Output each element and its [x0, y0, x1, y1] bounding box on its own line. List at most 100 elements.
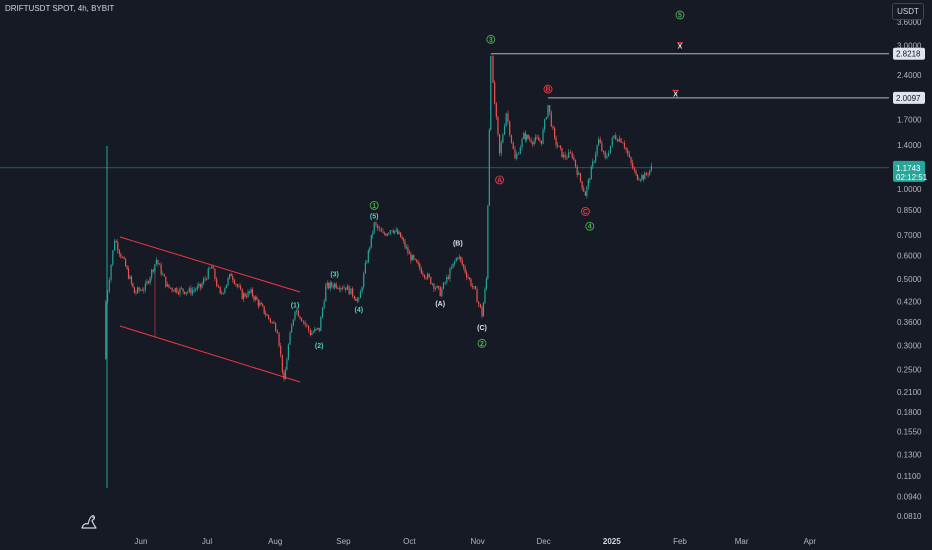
candle-body	[650, 165, 652, 171]
candle-body	[428, 274, 430, 277]
candle-body	[265, 313, 267, 315]
candle-body	[133, 287, 135, 294]
x-tick-label: Mar	[735, 537, 749, 546]
candle-body	[125, 258, 127, 267]
candle-body	[392, 230, 394, 233]
candle-body	[202, 279, 205, 284]
candle-body	[204, 278, 206, 280]
candle-body	[536, 137, 538, 139]
tradingview-logo-icon[interactable]	[80, 512, 98, 530]
candle-body	[108, 279, 110, 292]
candle-body	[405, 247, 408, 249]
candle-body	[366, 262, 368, 264]
chart-drawings	[0, 53, 889, 488]
symbol-title: DRIFTUSDT SPOT, 4h, BYBIT	[5, 4, 115, 13]
candle-body	[467, 277, 469, 278]
candle-body	[416, 259, 418, 263]
candle-body	[165, 276, 167, 287]
time-axis[interactable]: Jun Jul Aug Sep Oct Nov Dec 2025 Feb Mar Apr	[135, 537, 817, 546]
candle-body	[401, 237, 403, 240]
candle-body	[608, 153, 610, 157]
candle-body	[454, 261, 456, 264]
candle-series	[105, 54, 652, 382]
candle-body	[144, 283, 146, 290]
candle-body	[343, 287, 345, 289]
candle-body	[171, 287, 173, 291]
wave-label: (1)	[291, 302, 300, 309]
candle-body	[230, 273, 232, 277]
candle-body	[627, 149, 629, 155]
candle-body	[227, 278, 229, 285]
x-tick-label: Jul	[202, 537, 212, 546]
price-level-tag	[893, 91, 925, 104]
candle-body	[301, 318, 303, 322]
candle-body	[168, 284, 170, 288]
candle-body	[325, 285, 327, 302]
y-tick-label: 0.1100	[897, 472, 921, 481]
wave-label: 3	[489, 37, 493, 44]
candle-body	[346, 285, 348, 290]
wave-label-circle	[495, 175, 505, 185]
candle-body	[593, 161, 595, 162]
x-tick-label: Apr	[804, 537, 817, 546]
candle-body	[266, 314, 268, 316]
candle-body	[598, 139, 600, 146]
price-level-label: 2.0097	[896, 94, 921, 103]
currency-button[interactable]: USDT	[892, 3, 924, 20]
candle-body	[521, 138, 523, 148]
wave-label-circle	[477, 338, 487, 348]
candle-body	[436, 285, 438, 288]
candle-body	[592, 161, 594, 167]
candle-body	[162, 274, 164, 275]
candle-body	[244, 293, 246, 297]
candle-body	[395, 229, 397, 231]
candle-body	[158, 263, 161, 265]
candle-body	[240, 286, 242, 290]
candle-body	[160, 264, 162, 275]
candle-body	[499, 134, 501, 154]
candle-body	[529, 138, 531, 140]
candle-body	[199, 283, 201, 288]
price-level-tag	[893, 47, 925, 60]
candle-body	[280, 345, 282, 355]
candle-body	[645, 173, 648, 175]
y-tick-label: 0.8500	[897, 206, 922, 215]
candle-body	[151, 269, 153, 278]
candle-body	[191, 290, 194, 294]
candle-body	[433, 283, 435, 289]
candle-body	[474, 286, 476, 290]
candle-body	[341, 287, 344, 289]
candle-body	[233, 279, 235, 284]
candle-body	[276, 330, 278, 334]
candle-body	[649, 170, 651, 175]
countdown-label: 02:12:51	[896, 173, 928, 182]
candle-body	[251, 289, 254, 297]
candle-body	[198, 283, 200, 287]
candle-body	[439, 287, 441, 297]
candle-body	[378, 228, 381, 230]
candle-body	[615, 135, 617, 140]
candle-body	[562, 154, 564, 158]
candle-body	[644, 173, 646, 180]
candle-body	[254, 296, 256, 300]
candle-body	[271, 321, 273, 323]
price-axis[interactable]: 3.6000 3.0000 2.4000 1.7000 1.4000 1.0000 0.85…	[893, 18, 928, 521]
y-tick-label: 0.2500	[897, 365, 922, 374]
candle-body	[385, 234, 387, 236]
candle-body	[278, 333, 280, 346]
candle-body	[345, 287, 347, 290]
candle-body	[509, 121, 511, 136]
candle-body	[400, 232, 402, 238]
candle-body	[468, 277, 471, 280]
candle-body	[332, 285, 334, 288]
candle-body	[188, 288, 190, 292]
candle-body	[250, 289, 252, 293]
candle-body	[337, 287, 339, 289]
candle-body	[492, 56, 494, 83]
candle-body	[550, 112, 552, 127]
candle-body	[355, 298, 357, 301]
candle-body	[564, 154, 566, 158]
y-tick-label: 0.3600	[897, 318, 922, 327]
candle-body	[207, 268, 209, 279]
